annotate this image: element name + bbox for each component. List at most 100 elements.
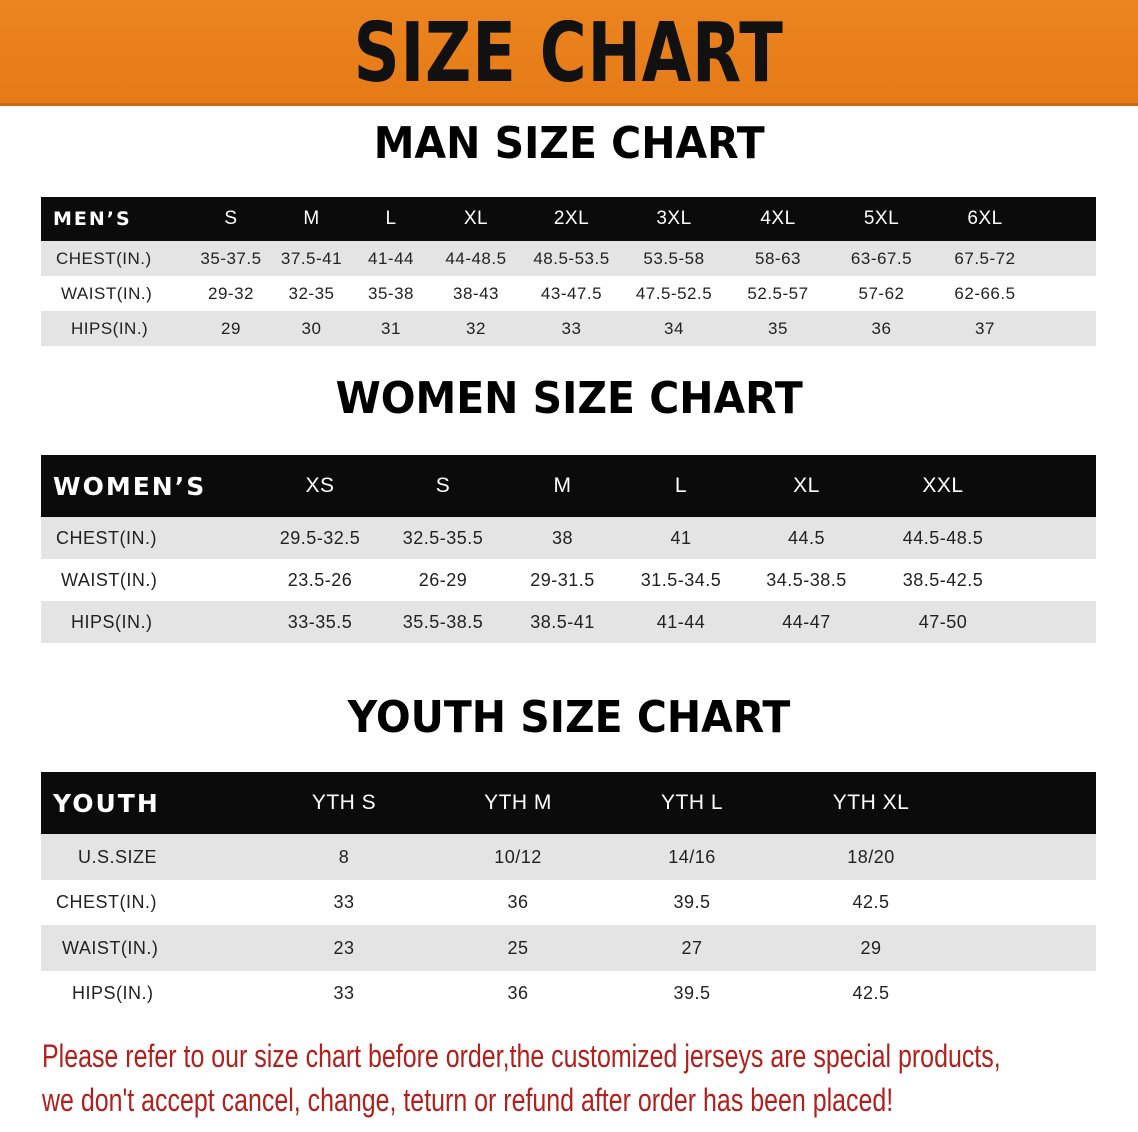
size-value: 36 bbox=[431, 880, 605, 925]
size-value: 35 bbox=[726, 311, 830, 346]
size-value: 41-44 bbox=[621, 601, 741, 643]
size-value: 44-48.5 bbox=[431, 241, 521, 276]
size-value: 34 bbox=[622, 311, 726, 346]
size-column-header bbox=[1014, 455, 1096, 517]
women-header-label: WOMEN’S bbox=[41, 455, 258, 517]
size-value: 33 bbox=[521, 311, 622, 346]
women-section-title: WOMEN SIZE CHART bbox=[335, 373, 803, 424]
size-value: 48.5-53.5 bbox=[521, 241, 622, 276]
size-value: 29-32 bbox=[190, 276, 272, 311]
youth-section-title: YOUTH SIZE CHART bbox=[347, 692, 791, 743]
size-value: 31 bbox=[351, 311, 431, 346]
size-value bbox=[1014, 601, 1096, 643]
size-column-header: XXL bbox=[872, 455, 1014, 517]
women-size-table: WOMEN’S XS S M L XL XXL CHEST(IN.) 29.5-32.5 32.5… bbox=[41, 455, 1096, 643]
size-value: 34.5-38.5 bbox=[741, 559, 872, 601]
size-value: 33 bbox=[257, 971, 431, 1016]
men-section-title: MAN SIZE CHART bbox=[373, 118, 765, 169]
size-value: 33-35.5 bbox=[258, 601, 382, 643]
size-column-header: L bbox=[621, 455, 741, 517]
size-value: 47-50 bbox=[872, 601, 1014, 643]
table-row: CHEST(IN.) 29.5-32.5 32.5-35.5 38 41 44.5 44.5… bbox=[41, 517, 1096, 559]
size-column-header: YTH L bbox=[605, 772, 779, 834]
measurement-label: CHEST(IN.) bbox=[41, 880, 257, 925]
size-value: 36 bbox=[431, 971, 605, 1016]
size-value: 47.5-52.5 bbox=[622, 276, 726, 311]
youth-header-label: YOUTH bbox=[41, 772, 257, 834]
size-value: 35-38 bbox=[351, 276, 431, 311]
measurement-label: HIPS(IN.) bbox=[41, 971, 257, 1016]
size-value: 32.5-35.5 bbox=[382, 517, 504, 559]
size-value: 53.5-58 bbox=[622, 241, 726, 276]
table-row: HIPS(IN.) 29 30 31 32 33 34 35 36 37 bbox=[41, 311, 1096, 346]
men-header-label: MEN’S bbox=[41, 197, 190, 241]
size-value bbox=[963, 880, 1096, 925]
size-value: 25 bbox=[431, 925, 605, 971]
measurement-label: CHEST(IN.) bbox=[41, 517, 258, 559]
table-row: WAIST(IN.) 23 25 27 29 bbox=[41, 925, 1096, 971]
size-value: 29 bbox=[190, 311, 272, 346]
size-value: 27 bbox=[605, 925, 779, 971]
table-row: HIPS(IN.) 33 36 39.5 42.5 bbox=[41, 971, 1096, 1016]
table-row: HIPS(IN.) 33-35.5 35.5-38.5 38.5-41 41-44 44-… bbox=[41, 601, 1096, 643]
size-chart-banner: SIZE CHART bbox=[0, 0, 1138, 106]
size-value bbox=[963, 971, 1096, 1016]
table-row: CHEST(IN.) 33 36 39.5 42.5 bbox=[41, 880, 1096, 925]
size-value: 41-44 bbox=[351, 241, 431, 276]
size-value: 43-47.5 bbox=[521, 276, 622, 311]
size-value: 42.5 bbox=[779, 880, 963, 925]
size-column-header: 3XL bbox=[622, 197, 726, 241]
men-header-row: MEN’S S M L XL 2XL 3XL 4XL 5XL 6XL bbox=[41, 197, 1096, 241]
size-value: 33 bbox=[257, 880, 431, 925]
size-value: 58-63 bbox=[726, 241, 830, 276]
size-value: 23 bbox=[257, 925, 431, 971]
size-value: 37.5-41 bbox=[272, 241, 351, 276]
size-value: 29.5-32.5 bbox=[258, 517, 382, 559]
notice-line-1: Please refer to our size chart before or… bbox=[42, 1038, 1001, 1074]
size-value: 36 bbox=[830, 311, 933, 346]
size-value bbox=[1037, 311, 1096, 346]
size-value: 44-47 bbox=[741, 601, 872, 643]
size-value: 39.5 bbox=[605, 971, 779, 1016]
size-value: 8 bbox=[257, 834, 431, 880]
size-value: 44.5 bbox=[741, 517, 872, 559]
size-value: 10/12 bbox=[431, 834, 605, 880]
size-column-header: XS bbox=[258, 455, 382, 517]
size-value: 30 bbox=[272, 311, 351, 346]
measurement-label: CHEST(IN.) bbox=[41, 241, 190, 276]
size-value: 29-31.5 bbox=[504, 559, 621, 601]
size-value: 42.5 bbox=[779, 971, 963, 1016]
size-value: 41 bbox=[621, 517, 741, 559]
size-value: 44.5-48.5 bbox=[872, 517, 1014, 559]
size-value: 29 bbox=[779, 925, 963, 971]
size-value: 39.5 bbox=[605, 880, 779, 925]
table-row: CHEST(IN.) 35-37.5 37.5-41 41-44 44-48.5 48.5… bbox=[41, 241, 1096, 276]
measurement-label: WAIST(IN.) bbox=[41, 925, 257, 971]
measurement-label: WAIST(IN.) bbox=[41, 276, 190, 311]
size-value: 18/20 bbox=[779, 834, 963, 880]
table-row: WAIST(IN.) 29-32 32-35 35-38 38-43 43-47.5 47.… bbox=[41, 276, 1096, 311]
measurement-label: HIPS(IN.) bbox=[41, 311, 190, 346]
size-column-header: XL bbox=[431, 197, 521, 241]
size-column-header: 2XL bbox=[521, 197, 622, 241]
men-size-table: MEN’S S M L XL 2XL 3XL 4XL 5XL 6XL CHEST(IN.) 35-37… bbox=[41, 197, 1096, 346]
size-value bbox=[963, 925, 1096, 971]
size-column-header bbox=[1037, 197, 1096, 241]
banner-title: SIZE CHART bbox=[354, 6, 784, 101]
size-value: 26-29 bbox=[382, 559, 504, 601]
size-column-header: L bbox=[351, 197, 431, 241]
size-value: 62-66.5 bbox=[933, 276, 1037, 311]
size-value bbox=[1014, 559, 1096, 601]
size-value bbox=[1014, 517, 1096, 559]
notice-line-2: we don't accept cancel, change, teturn o… bbox=[42, 1082, 894, 1118]
size-value: 38.5-42.5 bbox=[872, 559, 1014, 601]
size-value: 63-67.5 bbox=[830, 241, 933, 276]
size-value bbox=[1037, 241, 1096, 276]
size-column-header: YTH S bbox=[257, 772, 431, 834]
table-row: U.S.SIZE 8 10/12 14/16 18/20 bbox=[41, 834, 1096, 880]
size-value: 38-43 bbox=[431, 276, 521, 311]
size-value: 35-37.5 bbox=[190, 241, 272, 276]
size-value: 38.5-41 bbox=[504, 601, 621, 643]
size-column-header: YTH M bbox=[431, 772, 605, 834]
size-value: 14/16 bbox=[605, 834, 779, 880]
